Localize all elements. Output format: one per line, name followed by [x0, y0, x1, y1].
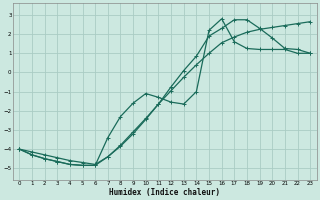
X-axis label: Humidex (Indice chaleur): Humidex (Indice chaleur): [109, 188, 220, 197]
